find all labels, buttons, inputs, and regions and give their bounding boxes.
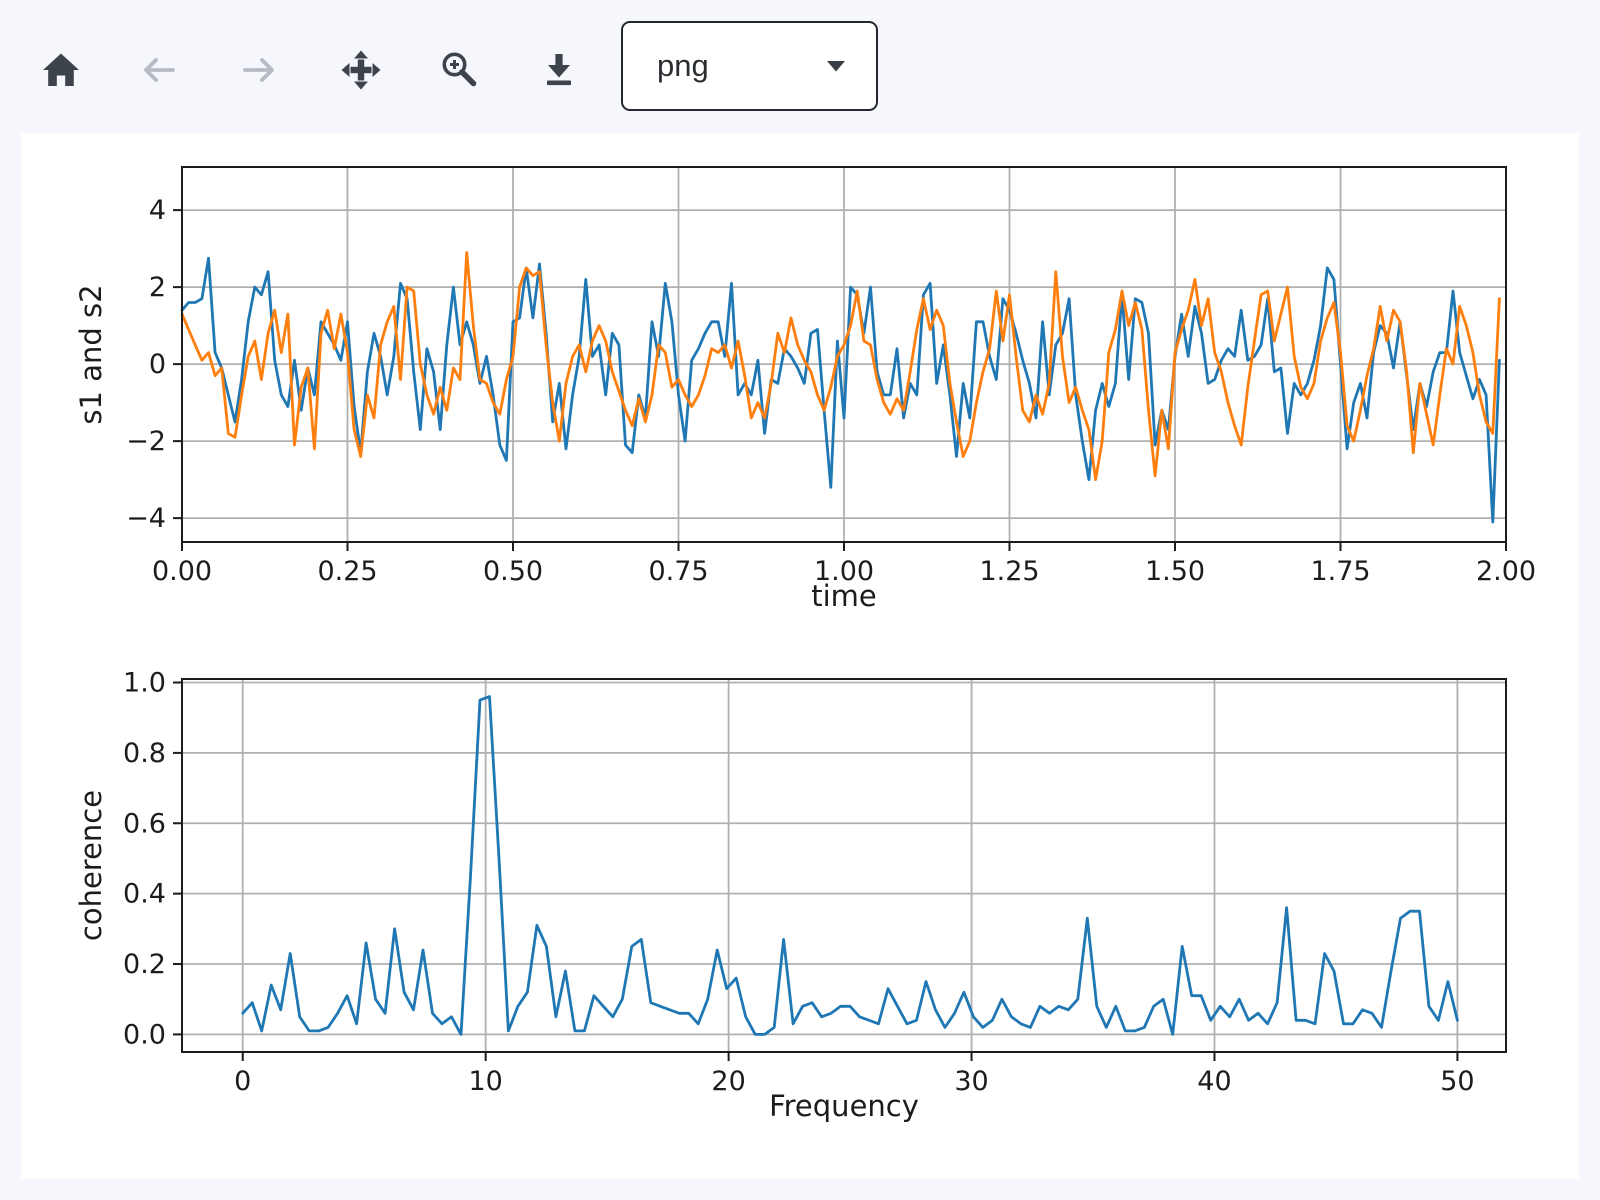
svg-text:0.0: 0.0 <box>123 1019 166 1050</box>
svg-text:20: 20 <box>711 1066 745 1097</box>
svg-text:s1 and s2: s1 and s2 <box>74 284 108 424</box>
svg-text:2: 2 <box>149 272 166 303</box>
svg-text:0.25: 0.25 <box>317 556 377 587</box>
figure-canvas[interactable]: 0.00 0.25 0.50 0.75 1.00 1.25 1.50 1.75 2.00 −4 −2… <box>21 133 1579 1179</box>
home-icon <box>40 49 82 91</box>
svg-text:−4: −4 <box>126 503 166 534</box>
svg-text:0: 0 <box>234 1066 251 1097</box>
svg-text:0.6: 0.6 <box>123 808 166 839</box>
pan-button[interactable] <box>340 49 382 91</box>
svg-text:4: 4 <box>149 195 166 226</box>
svg-text:0.75: 0.75 <box>648 556 708 587</box>
back-button[interactable] <box>138 49 180 91</box>
svg-text:0.50: 0.50 <box>483 556 543 587</box>
svg-text:2.00: 2.00 <box>1476 556 1536 587</box>
svg-text:10: 10 <box>468 1066 502 1097</box>
svg-text:0: 0 <box>149 349 166 380</box>
svg-text:coherence: coherence <box>74 790 108 941</box>
svg-text:1.50: 1.50 <box>1145 556 1205 587</box>
download-icon <box>538 49 580 91</box>
format-select-value: png <box>657 48 709 83</box>
download-button[interactable] <box>538 49 580 91</box>
svg-text:time: time <box>811 579 877 613</box>
figure-toolbar: png <box>0 0 1600 133</box>
svg-text:Frequency: Frequency <box>769 1089 919 1123</box>
svg-text:40: 40 <box>1197 1066 1231 1097</box>
svg-text:1.00: 1.00 <box>814 556 874 587</box>
svg-text:0.00: 0.00 <box>152 556 212 587</box>
forward-button[interactable] <box>238 49 280 91</box>
svg-text:30: 30 <box>954 1066 988 1097</box>
chevron-down-icon <box>826 59 846 73</box>
home-button[interactable] <box>40 49 82 91</box>
coherence-plot: 0 10 20 30 40 50 0.0 0.2 0.4 0.6 0.8 1.0 Frequency co… <box>74 668 1507 1123</box>
svg-text:50: 50 <box>1440 1066 1474 1097</box>
svg-text:1.0: 1.0 <box>123 668 166 699</box>
zoom-in-icon <box>438 49 480 91</box>
svg-text:0.8: 0.8 <box>123 738 166 769</box>
zoom-button[interactable] <box>438 49 480 91</box>
svg-text:−2: −2 <box>126 426 166 457</box>
signals-plot: 0.00 0.25 0.50 0.75 1.00 1.25 1.50 1.75 2.00 −4 −2… <box>74 166 1536 613</box>
format-select[interactable]: png <box>621 21 878 111</box>
svg-text:1.75: 1.75 <box>1310 556 1370 587</box>
svg-text:0.4: 0.4 <box>123 879 166 910</box>
move-icon <box>340 49 382 91</box>
arrow-right-icon <box>238 49 280 91</box>
arrow-left-icon <box>138 49 180 91</box>
svg-text:1.25: 1.25 <box>979 556 1039 587</box>
svg-text:0.2: 0.2 <box>123 949 166 980</box>
